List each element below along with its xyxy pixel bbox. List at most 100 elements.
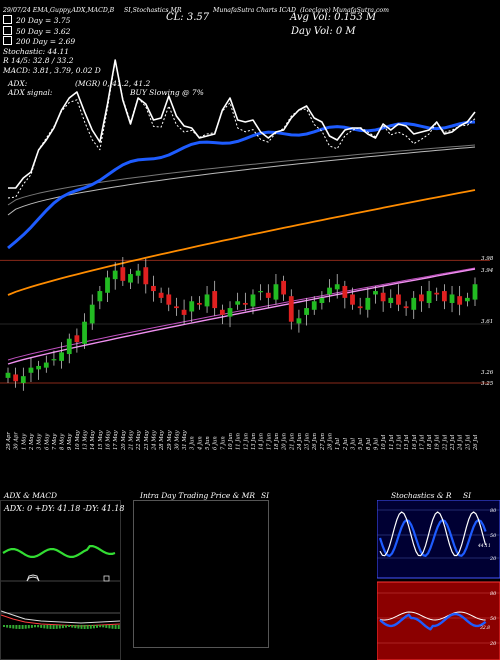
macd-histogram-bar [108,625,111,629]
candle-body [89,304,95,324]
candle-body [441,291,447,302]
date-tick-label: 6 Jun [213,436,219,450]
mr-panel-si-label: SI [261,491,270,500]
macd-histogram-bar [96,625,98,628]
date-tick-label: 7 May [52,434,58,450]
candle-body [464,297,470,302]
macd-histogram-bar [24,625,27,629]
date-tick-label: 8 Jul [366,438,372,450]
macd-histogram-bar [83,625,86,629]
stoch-k-line [378,518,487,557]
macd-histogram-bar [99,625,102,628]
date-tick-label: 9 May [67,434,73,450]
date-tick-label: 24 Jun [297,433,303,451]
macd-histogram-bar [46,625,49,629]
candle-body [334,284,340,290]
stoch-panel-title: Stochastics & R [391,491,452,500]
date-tick-label: 11 Jun [236,433,242,450]
stochastic-value: Stochastic: 44.11 [3,46,70,56]
buy-signal: BUY Slowing @ 7% [130,88,204,97]
candle-body [426,291,432,303]
candle-body [43,362,49,368]
price-tick-label: 3.61 [481,319,493,325]
candle-body [227,308,233,317]
candle-body [258,291,264,293]
date-tick-label: 12 Jul [396,434,402,450]
date-tick-label: 29 May [167,430,173,451]
date-tick-label: 24 May [151,430,157,451]
date-tick-label: 16 Jul [412,434,418,450]
candle-body [196,302,202,305]
candle-body [388,297,394,303]
candle-body [327,287,332,295]
macd-histogram-bar [80,625,83,629]
candle-body [189,301,195,312]
adx-label: ADX: [8,79,28,88]
legend-swatch [3,25,12,35]
date-tick-label: 26 Jul [473,434,479,451]
si-signal-line [379,611,486,621]
candle-body [36,365,42,370]
candle-body [82,321,87,344]
candle-body [449,294,455,303]
candle-body [296,318,302,324]
day-volume: Day Vol: 0 M [291,26,356,37]
si-tick-label: 20 [489,641,497,647]
candle-body [51,359,57,361]
date-tick-label: 3 Jul [351,438,357,450]
ema-50-line [7,120,476,250]
candle-body [143,267,149,285]
candle-body [174,306,179,309]
candle-body [311,301,317,310]
date-tick-label: 21 Jun [289,433,295,451]
adx-marker-shape [26,574,40,582]
date-tick-label: 21 May [128,430,134,451]
date-tick-label: 23 May [144,430,150,451]
legend-swatch [3,36,12,46]
date-tick-label: 3 Jun [190,436,196,450]
candle-body [373,291,378,295]
candle-body [105,277,110,293]
macd-histogram-bar [40,625,43,628]
date-tick-label: 11 Jul [389,434,395,450]
stoch-d-line [379,511,487,557]
date-tick-label: 15 May [98,430,104,450]
stochastics-panel-bg [377,500,500,579]
si-panel-bg [377,581,500,660]
macd-histogram-bar [89,625,92,629]
candle-body [250,294,256,307]
date-tick-label: 13 Jun [251,433,257,450]
date-tick-label: 23 Jul [450,434,456,451]
price-tick-label: 3.26 [481,370,494,376]
candle-body [242,302,248,305]
adx-marker-shape [26,576,40,582]
date-tick-label: 12 Jun [243,433,249,450]
macd-line [1,610,120,624]
macd-histogram-bar [9,625,12,629]
ema-band-upper [7,144,476,206]
candle-body [411,297,417,310]
legend-swatch [3,15,12,24]
macd-histogram-bar [114,625,117,629]
intraday-mr-panel [133,500,269,648]
macd-histogram-bar [71,625,74,628]
macd-histogram-bar [92,625,95,629]
si-value-label: 32.8 [480,625,490,631]
macd-histogram-bar [58,625,61,629]
r-value: R 14/5: 32.8 / 33.2 [3,56,74,66]
date-tick-label: 25 Jun [305,433,311,451]
date-tick-label: 1 Jul [335,438,341,450]
macd-histogram-bar [30,625,33,628]
adx-signal-label: ADX signal: [8,88,53,97]
macd-value: MACD: 3.81, 3.79, 0.02 D [3,65,101,75]
date-tick-label: 30 May [174,430,180,450]
close-price: CL: 3.57 [166,12,210,23]
adx-macd-panel: ADX: 0 +DY: 41.18 -DY: 41.18 [0,500,124,660]
date-tick-label: 17 Jul [419,434,425,450]
date-tick-label: 9 Jul [373,438,379,450]
legend-item-20-day: 20 Day = 3.75 [3,15,101,26]
ema-legend: 20 Day = 3.75 50 Day = 3.62 200 Day = 2.… [3,15,101,76]
date-tick-label: 26 Jun [312,433,318,451]
price-chart: 3.98 3.94 3.61 3.26 3.25 29 Apr 30 Apr 1 May 2 M… [0,59,494,451]
date-tick-label: 10 May [75,430,81,450]
